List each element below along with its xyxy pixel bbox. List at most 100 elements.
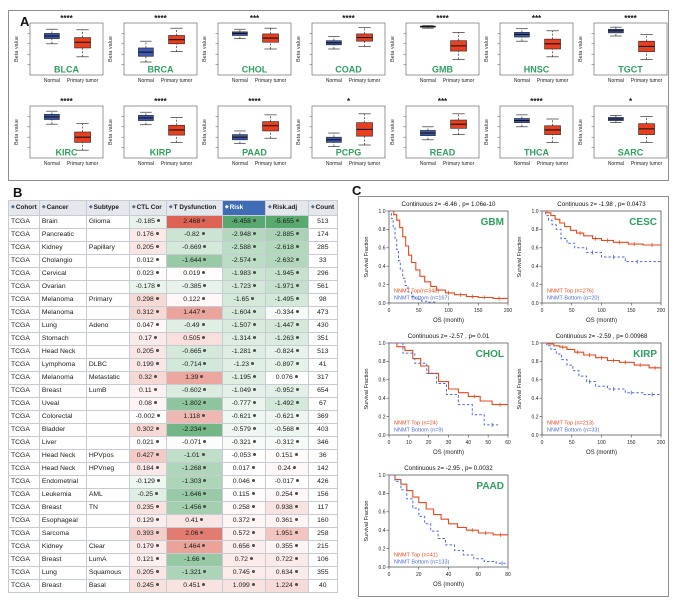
cell-value: -0.185: [135, 217, 155, 225]
sort-icon: ◆: [310, 203, 315, 210]
cell-cohort: TCGA: [8, 280, 40, 294]
cell-count: 430: [307, 319, 338, 333]
table-row: TCGA Breast TN 0.235 -1.456 0.258 0.938 117: [8, 501, 338, 515]
y-tick-label: 0.0: [379, 565, 386, 571]
x-tick-primary-tumor: Primary tumor: [537, 78, 569, 84]
x-tick-label: 60: [475, 572, 481, 578]
cell-value: 0.08: [138, 399, 152, 407]
cancer-name-label: BRCA: [148, 65, 174, 75]
x-tick-label: 150: [627, 440, 636, 446]
cell-value: 0.205: [136, 568, 154, 576]
cell-cancer: Melanoma: [38, 371, 87, 385]
boxplot-TGCT: **** Beta value TGCT Normal Primary tumor: [577, 13, 670, 96]
x-tick-label: 10: [406, 440, 412, 446]
cell-ctl-cor: 0.298: [128, 293, 167, 307]
cell-value: 0.258: [232, 503, 250, 511]
sort-icon: ◆: [168, 203, 173, 210]
x-tick-label: 200: [657, 440, 666, 446]
cell-cancer: Uveal: [38, 397, 87, 411]
cancer-name-label: CHOL: [242, 65, 268, 75]
cell-value: 0.745: [232, 568, 250, 576]
y-tick-label: 0.8: [379, 359, 386, 365]
cell-risk-adj: -0.017: [264, 475, 309, 489]
cell-value: 0.393: [136, 529, 154, 537]
cell-count: 285: [307, 241, 338, 255]
boxplot-svg-PAAD: **** Beta value PAAD Normal Primary tumor: [202, 97, 292, 167]
x-tick-label: 100: [597, 308, 606, 314]
cell-value: 0.254: [275, 490, 293, 498]
cell-detail-icon: [295, 323, 299, 327]
y-tick-label: 1.0: [379, 473, 386, 479]
cell-subtype: HPVpos: [85, 449, 130, 463]
x-axis-label: OS (month): [586, 450, 617, 456]
boxplot-BLCA: **** Beta value BLCA Normal Primary tumor: [13, 13, 106, 96]
table-row: TCGA Kidney Papillary 0.205 -0.669 -2.588 -2.6…: [8, 241, 338, 255]
cell-detail-icon: [155, 245, 159, 249]
y-axis-label: Beta value: [296, 36, 302, 62]
cell-detail-icon: [295, 336, 299, 340]
table-row: TCGA Melanoma 0.312 1.447 -1.604 -0.334 473: [8, 306, 338, 320]
cell-ctl-cor: 0.176: [128, 228, 167, 242]
boxplot-svg-BRCA: **** Beta value BRCA Normal Primary tumor: [108, 14, 198, 84]
cell-risk: 0.656: [221, 540, 266, 554]
cell-cancer: Lung: [38, 319, 87, 333]
cell-detail-icon: [153, 375, 157, 379]
cell-t-dysfunction: 1.447: [165, 306, 223, 320]
cell-subtype: [85, 254, 130, 268]
cell-ctl-cor: 0.11: [128, 384, 167, 398]
cell-ctl-cor: 0.393: [128, 527, 167, 541]
x-tick-normal: Normal: [608, 78, 624, 84]
cell-value: 0.11: [138, 386, 152, 394]
cell-risk: -1.723: [221, 280, 266, 294]
y-tick-label: 0.6: [379, 378, 386, 384]
boxplot-GMB: **** Beta value GMB Normal Primary tumor: [389, 13, 482, 96]
cell-detail-icon: [252, 414, 256, 418]
cell-subtype: [85, 267, 130, 281]
cell-detail-icon: [153, 336, 157, 340]
cell-t-dysfunction: 0.451: [165, 579, 223, 593]
cell-detail-icon: [252, 245, 256, 249]
cell-risk-adj: 0.722: [264, 553, 309, 567]
cell-t-dysfunction: -2.234: [165, 423, 223, 437]
cell-risk-adj: 0.24: [264, 462, 309, 476]
cell-subtype: LumA: [85, 553, 130, 567]
table-row: TCGA Cholangio 0.012 -1.644 -2.574 -2.632 33: [8, 254, 338, 268]
y-axis-label: Beta value: [390, 119, 396, 145]
cell-ctl-cor: 0.023: [128, 267, 167, 281]
cell-value: -2.885: [274, 230, 294, 238]
cell-t-dysfunction: -0.071: [165, 436, 223, 450]
boxplot-grid: **** Beta value BLCA Normal Primary tumor ***…: [13, 13, 670, 179]
table-row: TCGA Pancreatic 0.176 -0.82 -2.948 -2.885 174: [8, 228, 338, 242]
cell-risk: -0.053: [221, 449, 266, 463]
cell-subtype: Papillary: [85, 241, 130, 255]
cell-ctl-cor: 0.205: [128, 566, 167, 580]
cell-detail-icon: [294, 583, 298, 587]
cancer-name-label: PCPG: [336, 148, 362, 158]
cell-detail-icon: [249, 557, 253, 561]
cell-cohort: TCGA: [8, 319, 40, 333]
y-tick-label: 0.8: [379, 227, 386, 233]
cell-cohort: TCGA: [8, 475, 40, 489]
boxplot-svg-THCA: **** Beta value THCA Normal Primary tumor: [484, 97, 574, 167]
cell-detail-icon: [295, 310, 299, 314]
x-tick-primary-tumor: Primary tumor: [255, 78, 287, 84]
cell-value: 0.302: [136, 425, 154, 433]
cell-cancer: Lung: [38, 566, 87, 580]
cell-count: 351: [307, 332, 338, 346]
x-tick-label: 0: [388, 572, 391, 578]
cell-value: -0.25: [137, 490, 154, 498]
cell-cohort: TCGA: [8, 501, 40, 515]
cell-subtype: [85, 397, 130, 411]
cell-risk: 0.572: [221, 527, 266, 541]
cell-value: -1.456: [182, 503, 202, 511]
cell-t-dysfunction: -1.303: [165, 475, 223, 489]
cell-ctl-cor: 0.427: [128, 449, 167, 463]
cell-value: -1.303: [182, 477, 202, 485]
cell-value: 0.427: [136, 451, 154, 459]
cell-t-dysfunction: -0.602: [165, 384, 223, 398]
cell-value: -1.604: [231, 308, 251, 316]
y-axis-label: Survival Fraction: [364, 501, 370, 542]
cell-value: -0.312: [274, 438, 294, 446]
cell-count: 40: [307, 579, 338, 593]
cell-value: 0.298: [136, 295, 154, 303]
